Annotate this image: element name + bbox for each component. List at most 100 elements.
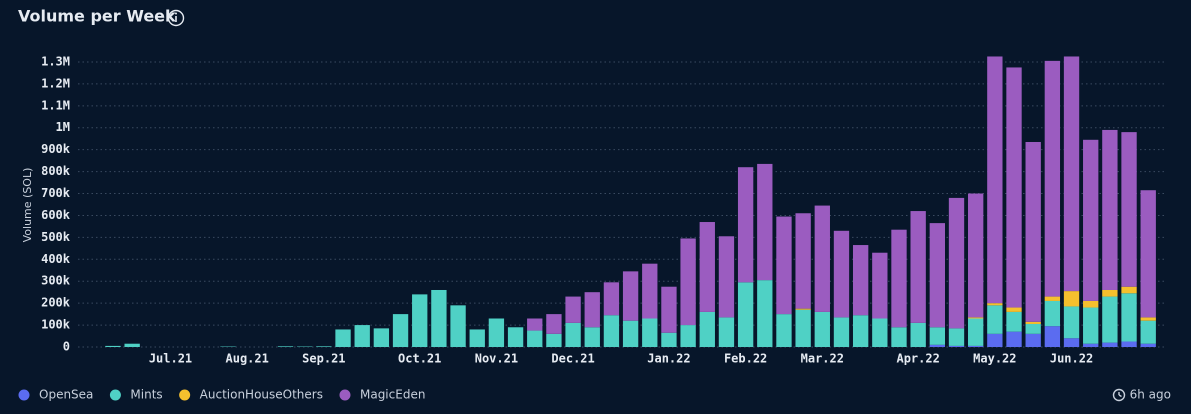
- bar-segment: [776, 217, 791, 315]
- bar-segment: [508, 327, 523, 347]
- bar-segment: [1026, 322, 1041, 324]
- y-tick-label: 0: [63, 340, 70, 354]
- bar-segment: [1045, 326, 1060, 347]
- bar-segment: [1121, 132, 1136, 287]
- bar-segment: [1102, 130, 1117, 290]
- bar-segment: [642, 264, 657, 319]
- bar-segment: [853, 245, 868, 315]
- bar-segment: [355, 325, 370, 347]
- bar-segment: [1141, 344, 1156, 347]
- bar-segment: [335, 329, 350, 347]
- bar-segment: [527, 331, 542, 347]
- bar-segment: [1064, 291, 1079, 306]
- bar-segment: [949, 328, 964, 346]
- legend-label: OpenSea: [39, 388, 93, 402]
- bar-segment: [1006, 332, 1021, 347]
- bar-segment: [719, 317, 734, 347]
- bar-segment: [968, 318, 983, 345]
- bar-segment: [450, 305, 465, 347]
- x-tick-label: Mar.22: [801, 352, 844, 366]
- legend-swatch: [110, 390, 121, 401]
- y-tick-label: 600k: [41, 208, 71, 222]
- updated-time: 6h ago: [1130, 388, 1171, 402]
- bar-segment: [105, 346, 120, 347]
- bar-segment: [1083, 344, 1098, 347]
- x-tick-label: Dec.21: [551, 352, 594, 366]
- bar-segment: [815, 206, 830, 312]
- bar-segment: [1045, 301, 1060, 326]
- bar-segment: [949, 346, 964, 347]
- bar-segment: [776, 314, 791, 347]
- bar-segment: [987, 303, 1002, 305]
- bar-segment: [431, 290, 446, 347]
- x-tick-label: May.22: [973, 352, 1016, 366]
- bar-segment: [1026, 324, 1041, 334]
- bar-segment: [1064, 56, 1079, 291]
- bar-segment: [1026, 142, 1041, 322]
- y-tick-label: 1M: [56, 120, 70, 134]
- bar-segment: [795, 309, 810, 310]
- bar-segment: [1083, 301, 1098, 308]
- bar-segment: [1141, 317, 1156, 320]
- bar-segment: [470, 329, 485, 347]
- legend-label: MagicEden: [360, 388, 425, 402]
- chart-title: Volume per Week: [18, 7, 176, 26]
- bar-segment: [1083, 140, 1098, 301]
- bar-segment: [546, 314, 561, 334]
- bar-segment: [565, 297, 580, 323]
- y-tick-label: 1.3M: [41, 54, 70, 68]
- bar-segment: [1121, 287, 1136, 294]
- bar-segment: [680, 238, 695, 325]
- bar-segment: [930, 345, 945, 347]
- bar-segment: [700, 222, 715, 312]
- bar-segment: [795, 310, 810, 347]
- x-tick-label: Oct.21: [398, 352, 441, 366]
- bar-segment: [1141, 190, 1156, 317]
- bar-segment: [910, 211, 925, 323]
- legend-swatch: [179, 390, 190, 401]
- bar-segment: [834, 231, 849, 318]
- bar-segment: [930, 327, 945, 345]
- refresh-icon[interactable]: [1114, 390, 1125, 401]
- bar-segment: [623, 321, 638, 347]
- bar-segment: [987, 305, 1002, 334]
- bar-segment: [815, 312, 830, 347]
- bar-segment: [604, 315, 619, 347]
- bar-segment: [489, 318, 504, 347]
- bar-segment: [968, 346, 983, 347]
- bar-segment: [834, 317, 849, 347]
- bar-segment: [661, 287, 676, 333]
- bar-segment: [872, 253, 887, 319]
- y-tick-label: 700k: [41, 186, 71, 200]
- bar-segment: [1102, 343, 1117, 347]
- y-tick-label: 400k: [41, 252, 71, 266]
- y-tick-label: 300k: [41, 274, 71, 288]
- bar-segment: [700, 312, 715, 347]
- bar-segment: [757, 164, 772, 280]
- bar-segment: [1121, 293, 1136, 341]
- y-axis-label: Volume (SOL): [21, 168, 34, 243]
- bar-segment: [930, 223, 945, 327]
- bar-segment: [891, 230, 906, 328]
- bar-segment: [124, 344, 139, 347]
- y-tick-label: 900k: [41, 142, 71, 156]
- bar-segment: [757, 280, 772, 347]
- bar-segment: [393, 314, 408, 347]
- bar-segment: [949, 198, 964, 328]
- legend-label: AuctionHouseOthers: [200, 388, 323, 402]
- y-tick-label: 200k: [41, 296, 71, 310]
- legend-swatch: [339, 390, 350, 401]
- y-tick-label: 1.2M: [41, 76, 70, 90]
- bar-segment: [872, 318, 887, 347]
- bar-segment: [968, 317, 983, 318]
- bar-segment: [1045, 61, 1060, 297]
- bar-segment: [412, 294, 427, 347]
- bar-segment: [1006, 67, 1021, 307]
- legend-label: Mints: [130, 388, 162, 402]
- bar-segment: [642, 318, 657, 347]
- bar-segment: [1083, 308, 1098, 344]
- bar-segment: [565, 323, 580, 347]
- bar-segment: [1102, 297, 1117, 343]
- y-tick-label: 500k: [41, 230, 71, 244]
